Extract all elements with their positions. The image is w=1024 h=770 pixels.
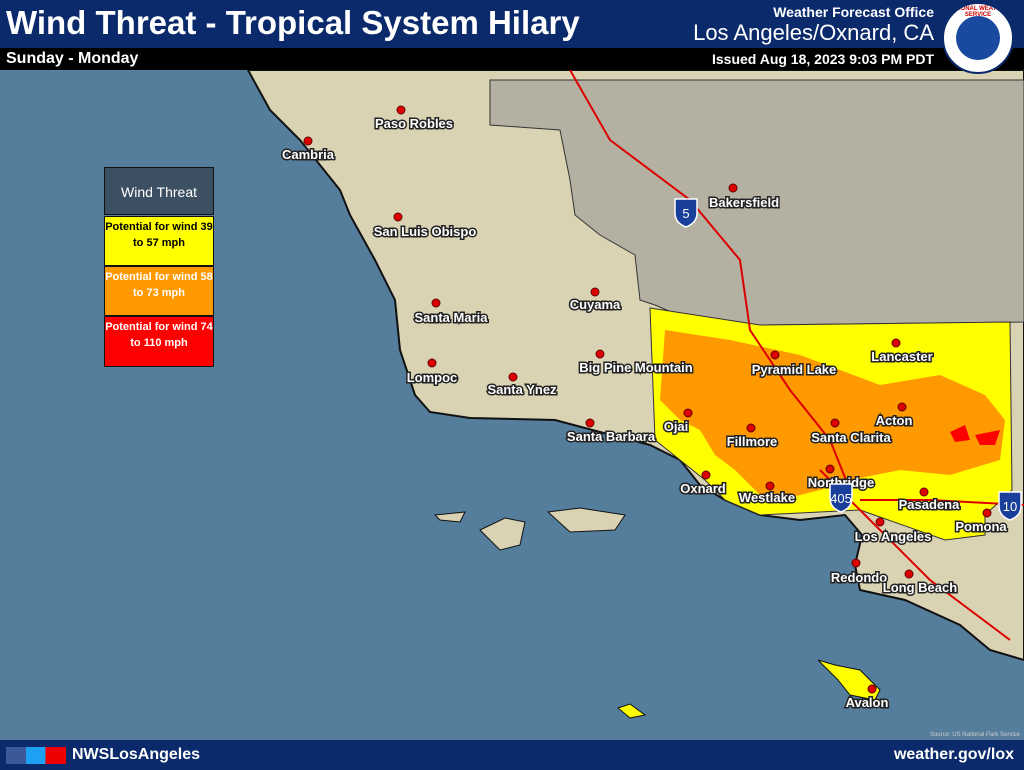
- city-label: Pasadena: [899, 497, 960, 512]
- city-dot: [701, 470, 711, 480]
- office-label: Weather Forecast Office: [773, 4, 934, 20]
- city-dot: [982, 508, 992, 518]
- highway-number: 405: [830, 491, 852, 506]
- city-label: Redondo: [831, 570, 887, 585]
- city-label: Fillmore: [727, 434, 778, 449]
- city-label: Pomona: [955, 519, 1007, 534]
- city-dot: [765, 481, 775, 491]
- highway: [860, 499, 1024, 506]
- highway-shield: [674, 198, 698, 228]
- island: [817, 659, 881, 701]
- island: [479, 517, 526, 551]
- city-label: Paso Robles: [375, 116, 453, 131]
- city-label: Acton: [876, 413, 913, 428]
- city-dot: [595, 349, 605, 359]
- highway: [569, 69, 851, 491]
- header: Wind Threat - Tropical System Hilary Wea…: [0, 0, 1024, 48]
- city-dot: [891, 338, 901, 348]
- logo: NATIONAL WEATHER SERVICE: [942, 2, 1014, 74]
- city-label: Pyramid Lake: [752, 362, 837, 377]
- title: Wind Threat - Tropical System Hilary: [6, 4, 580, 41]
- office: Los Angeles/Oxnard, CA: [693, 20, 934, 45]
- city-dot: [728, 183, 738, 193]
- highway-number: 5: [682, 206, 689, 221]
- city-label: Avalon: [846, 695, 889, 710]
- city-label: Oxnard: [680, 481, 726, 496]
- legend-item: Potential for wind 58 to 73 mph: [104, 266, 214, 316]
- city-dot: [825, 464, 835, 474]
- city-label: Cambria: [282, 147, 335, 162]
- city-label: Long Beach: [883, 580, 957, 595]
- source: Source: US National Park Service: [930, 732, 1021, 738]
- city-label: Bakersfield: [709, 195, 779, 210]
- city-label: Lompoc: [407, 370, 458, 385]
- city-dot: [897, 402, 907, 412]
- logo-text: NATIONAL WEATHER SERVICE: [947, 6, 1009, 18]
- footer: NWSLosAngeles weather.gov/lox: [0, 740, 1024, 770]
- city-label: Santa Barbara: [567, 429, 656, 444]
- city-dot: [508, 372, 518, 382]
- city-label: Ojai: [664, 419, 689, 434]
- island: [433, 511, 466, 523]
- issued: Issued Aug 18, 2023 9:03 PM PDT: [711, 51, 934, 67]
- city-dot: [851, 558, 861, 568]
- highway-shield: [829, 483, 853, 513]
- city-dot: [427, 358, 437, 368]
- legend-item: Potential for wind 39 to 57 mph: [104, 216, 214, 266]
- highway-shield: [998, 491, 1022, 521]
- city-label: San Luis Obispo: [374, 224, 477, 239]
- island: [616, 703, 647, 719]
- subheader: Sunday - Monday Issued Aug 18, 2023 9:03…: [0, 48, 1024, 70]
- url: weather.gov/lox: [893, 746, 1014, 763]
- social-icons: [6, 747, 66, 764]
- wind-74-110: [975, 430, 1000, 445]
- city-dot: [904, 569, 914, 579]
- city-label: Northridge: [808, 475, 874, 490]
- city-label: Santa Clarita: [811, 430, 891, 445]
- city-dot: [919, 487, 929, 497]
- legend-title: Wind Threat: [104, 167, 214, 215]
- city-dot: [393, 212, 403, 222]
- handle: NWSLosAngeles: [72, 746, 201, 763]
- city-dot: [303, 136, 313, 146]
- wind-74-110: [950, 425, 970, 442]
- city-dot: [830, 418, 840, 428]
- city-label: Cuyama: [570, 297, 621, 312]
- city-dot: [875, 517, 885, 527]
- highway-number: 10: [1003, 499, 1017, 514]
- wind-58-73: [660, 330, 1005, 500]
- city-dot: [683, 408, 693, 418]
- city-label: Westlake: [739, 490, 795, 505]
- city-dot: [746, 423, 756, 433]
- city-dot: [431, 298, 441, 308]
- city-dot: [770, 350, 780, 360]
- island: [546, 507, 626, 533]
- city-dot: [590, 287, 600, 297]
- city-dot: [585, 418, 595, 428]
- city-label: Los Angeles: [855, 529, 932, 544]
- city-dot: [867, 684, 877, 694]
- subtitle: Sunday - Monday: [6, 50, 139, 67]
- legend-item: Potential for wind 74 to 110 mph: [104, 316, 214, 367]
- city-label: Santa Ynez: [487, 382, 557, 397]
- city-dot: [396, 105, 406, 115]
- city-label: Big Pine Mountain: [579, 360, 692, 375]
- city-label: Santa Maria: [415, 310, 489, 325]
- city-label: Lancaster: [871, 349, 932, 364]
